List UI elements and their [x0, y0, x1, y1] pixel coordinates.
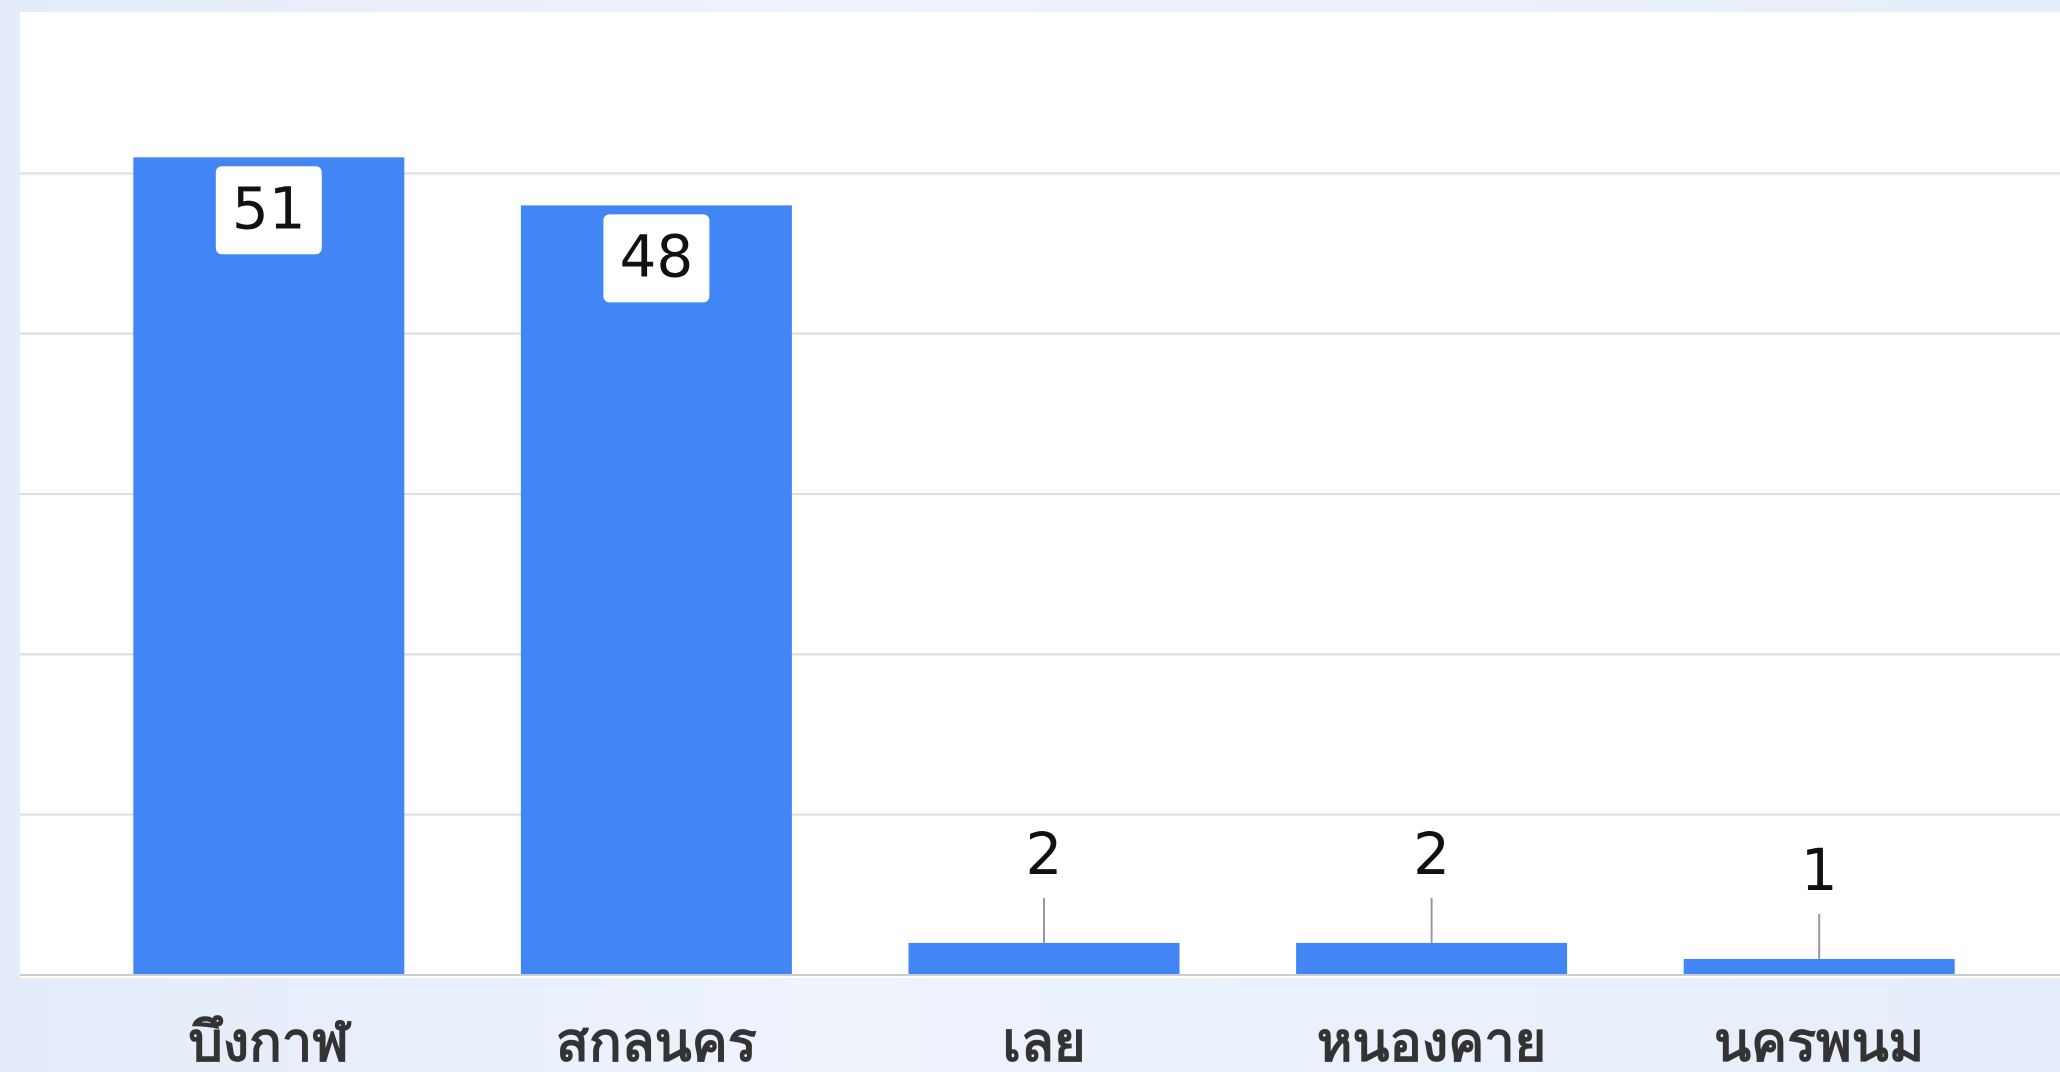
bar — [1296, 942, 1568, 975]
data-label-box — [603, 214, 710, 303]
data-label: 48 — [619, 223, 693, 291]
data-label: 51 — [232, 174, 306, 242]
data-label: 2 — [1026, 820, 1063, 888]
data-label: 2 — [1413, 820, 1450, 888]
data-label: 1 — [1801, 836, 1838, 904]
x-tick-label: บึงกาฬ — [189, 1011, 353, 1072]
x-tick-label: สกลนคร — [556, 1011, 757, 1072]
bar — [908, 942, 1180, 975]
x-tick-label: เลย — [1002, 1011, 1085, 1072]
bar — [520, 205, 792, 975]
bar — [1683, 958, 1955, 975]
bar — [133, 157, 405, 976]
x-tick-label: หนองคาย — [1317, 1011, 1546, 1072]
data-label-box — [215, 166, 322, 255]
x-tick-label: นครพนม — [1714, 1011, 1924, 1072]
